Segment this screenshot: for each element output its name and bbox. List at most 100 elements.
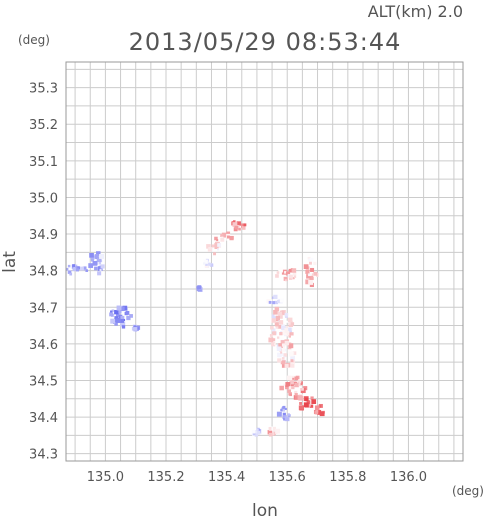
echo-cell [294,395,298,399]
echo-cell [308,279,314,285]
echo-cell [308,404,311,407]
echo-region [231,220,247,232]
echo-cell [284,313,289,317]
echo-cell [114,322,118,326]
echo-cell [294,376,299,381]
echo-cell [208,246,212,250]
echo-cell [100,264,105,269]
echo-cell [278,314,283,319]
echo-cell [252,432,256,436]
echo-region [267,426,281,437]
echo-cell [125,310,130,315]
echo-cell [89,252,94,258]
y-tick-label: 35.3 [29,82,58,97]
echo-cell [282,415,287,420]
echo-cell [268,426,272,430]
echo-cell [290,363,295,368]
echo-cell [221,236,224,239]
echo-cell [281,343,286,347]
echo-cell [118,310,122,314]
echo-cell [313,271,318,276]
echo-cell [271,426,276,431]
echo-cell [288,335,291,338]
echo-region [196,285,203,292]
echo-cell [291,385,295,390]
echo-cell [287,349,292,354]
echo-cell [217,243,221,247]
echo-cell [276,346,282,351]
echo-cell [275,428,281,434]
x-unit-label: (deg) [452,484,484,498]
echo-cell [208,263,212,266]
echo-cell [305,269,310,274]
echo-cell [129,314,133,318]
echo-cell [310,267,315,272]
echo-cell [69,272,73,276]
echo-cell [271,314,277,320]
chart-title: 2013/05/29 08:53:44 [129,28,402,56]
echo-cell [308,258,312,262]
echo-cell [277,324,282,329]
echo-cell [85,269,89,272]
echo-cell [97,271,102,276]
echo-cell [277,336,280,339]
echo-cell [285,271,291,276]
echo-cell [284,271,287,274]
echo-cell [278,343,283,348]
x-tick-label: 135.2 [147,470,184,485]
echo-cell [294,390,298,394]
echo-cell [316,410,322,415]
echo-cell [110,318,116,324]
echo-cell [116,305,122,311]
echo-cell [285,382,291,387]
echo-cell [313,261,317,266]
echo-cell [232,222,238,228]
echo-cell [288,327,292,331]
echo-cell [77,266,81,270]
echo-region [276,339,297,368]
echo-cell [290,322,295,326]
echo-cell [292,377,295,380]
echo-cell [270,325,274,330]
y-tick-label: 34.3 [29,448,58,463]
echo-cell [256,428,259,431]
echo-cell [286,320,289,323]
echo-cell [214,243,219,248]
echo-cell [280,408,283,412]
echo-cell [133,325,137,328]
echo-cell [220,233,224,237]
echo-cell [83,266,87,270]
echo-cell [308,273,311,277]
echo-region [268,306,295,352]
echo-cell [206,244,211,249]
echo-cell [65,267,69,271]
echo-cell [318,405,322,408]
echo-cell [275,274,279,278]
echo-cell [298,383,302,387]
echo-cell [75,268,79,272]
echo-cell [98,261,102,265]
echo-layer [65,220,326,437]
x-axis-label: lon [252,501,278,521]
echo-cell [311,273,314,276]
echo-region [297,395,317,411]
echo-cell [267,429,273,435]
echo-cell [299,402,303,405]
echo-cell [314,405,320,411]
echo-cell [213,252,217,256]
echo-cell [211,244,215,248]
echo-cell [288,386,293,390]
echo-cell [314,410,319,415]
echo-cell [272,331,277,336]
echo-cell [309,404,314,408]
echo-cell [290,359,294,363]
echo-cell [306,274,311,279]
echo-cell [216,239,219,242]
echo-cell [68,270,72,274]
echo-cell [283,325,288,330]
echo-cell [276,411,282,417]
echo-cell [236,221,241,226]
echo-cell [279,298,285,303]
x-tick-label: 135.8 [329,470,366,485]
echo-cell [278,267,283,273]
